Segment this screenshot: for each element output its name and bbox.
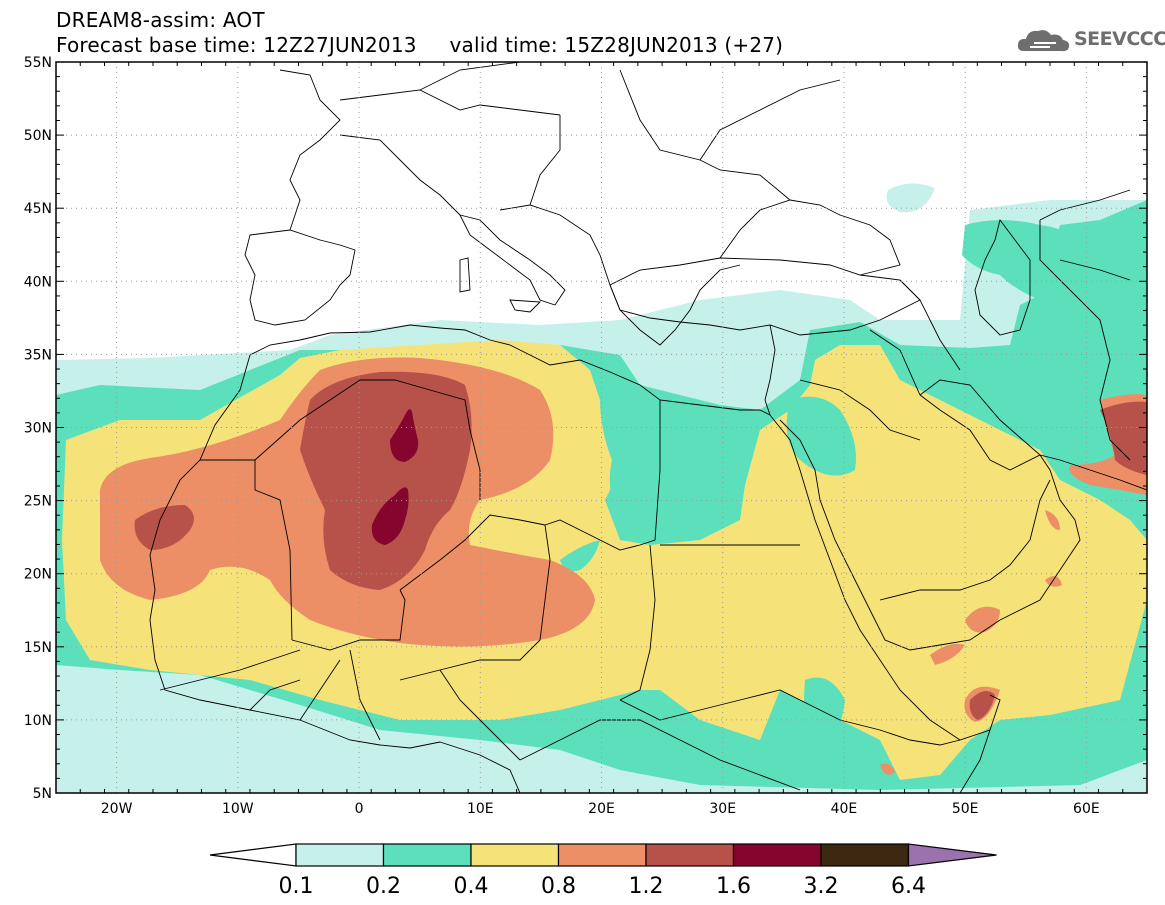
- border-saudi-yemen: [879, 539, 1031, 601]
- aot-band-1.6-south: [371, 487, 409, 545]
- coast-persian-gulf: [919, 379, 1147, 491]
- seevccc-logo: SEEVCCC: [1016, 25, 1165, 55]
- border-mali-algeria: [254, 379, 481, 500]
- border-niger-chad: [399, 524, 551, 681]
- aot-patch-1.2-somalia: [969, 691, 995, 720]
- aot-band-1.6-north: [390, 409, 419, 462]
- map-title: DREAM8-assim: AOT: [56, 8, 265, 32]
- coast-iberia: [244, 229, 356, 326]
- coast-sicily: [509, 299, 542, 313]
- lat-label: 40N: [24, 274, 52, 290]
- lon-label: 0: [355, 801, 364, 817]
- lon-label: 20E: [588, 801, 615, 817]
- coast-north-africa: [249, 324, 771, 416]
- map-plot-area: [56, 62, 1147, 793]
- axis-ticks: [55, 61, 1148, 794]
- lon-label: 30E: [709, 801, 736, 817]
- aot-patch-1.2-west-sahara: [134, 505, 194, 550]
- border-europe-east: [529, 69, 841, 206]
- lon-label: 10E: [467, 801, 494, 817]
- border-central-asia: [1039, 189, 1131, 281]
- aot-patch-0.8-yemen: [930, 576, 1062, 722]
- aot-patch-0.2-sudan: [560, 540, 600, 572]
- logo-text: SEEVCCC: [1074, 28, 1165, 50]
- border-sudan-chad: [619, 544, 656, 701]
- aot-patch-0.8-tanzania: [880, 763, 895, 775]
- lat-label: 50N: [24, 128, 52, 144]
- lon-label: 10W: [222, 801, 254, 817]
- coast-east-africa: [959, 729, 991, 793]
- coast-west-africa: [149, 354, 441, 749]
- coast-red-sea-east: [779, 394, 1081, 651]
- lat-label: 55N: [24, 55, 52, 71]
- lon-label: 20W: [101, 801, 133, 817]
- longitude-labels: 20W 10W 0 10E 20E 30E 40E 50E 60E: [101, 801, 1100, 817]
- coast-france-uk: [279, 69, 461, 231]
- latitude-labels: 55N 50N 45N 40N 35N 30N 25N 20N 15N 10N 5N: [24, 55, 52, 802]
- coast-caspian: [974, 218, 1031, 336]
- coast-sardinia: [459, 257, 471, 293]
- coast-italy: [459, 214, 566, 306]
- aot-patch-0.2-ethiopia: [804, 677, 845, 755]
- lon-label: 40E: [831, 801, 858, 817]
- border-oman: [1029, 479, 1051, 541]
- lat-label: 10N: [24, 713, 52, 729]
- border-iran-east: [1059, 279, 1131, 461]
- border-saudi-north: [799, 379, 921, 441]
- forecast-times: Forecast base time: 12Z27JUN2013 valid t…: [56, 33, 784, 57]
- coast-red-sea-west: [769, 414, 1001, 741]
- coast-black-sea: [719, 199, 901, 276]
- aot-patch-0.2-central-asia: [962, 220, 1147, 335]
- aot-patch-0.2-gulf: [970, 359, 1056, 443]
- aot-band-1.2: [300, 371, 472, 590]
- border-nigeria-cameroon: [349, 649, 521, 761]
- border-central-africa: [519, 719, 801, 791]
- lat-label: 25N: [24, 494, 52, 510]
- coast-balkans: [499, 204, 741, 346]
- border-mauritania: [200, 459, 293, 641]
- lon-label: 60E: [1073, 801, 1100, 817]
- map-grid: [56, 62, 1147, 793]
- aot-patch-1.2-iran: [1100, 401, 1147, 475]
- lat-label: 45N: [24, 201, 52, 217]
- border-algeria-niger: [399, 514, 546, 591]
- coastlines-and-borders: [149, 62, 1147, 793]
- aot-shading: [56, 183, 1147, 793]
- border-ethiopia: [799, 699, 961, 746]
- aot-patch-0.1-caspian: [886, 183, 935, 213]
- coast-gulf-of-guinea: [439, 741, 521, 793]
- coast-levant: [764, 324, 776, 416]
- cloud-icon: [1017, 30, 1070, 52]
- aot-patch-0.2-arabia-north: [786, 396, 856, 476]
- lat-label: 20N: [24, 567, 52, 583]
- border-iraq-iran: [869, 279, 961, 396]
- lat-label: 15N: [24, 640, 52, 656]
- lat-label: 35N: [24, 347, 52, 363]
- lon-label: 50E: [952, 801, 979, 817]
- lat-label: 30N: [24, 421, 52, 437]
- border-libya-egypt: [544, 400, 661, 551]
- border-west-africa-inner: [159, 649, 341, 721]
- border-mali-south: [291, 589, 406, 651]
- border-south-sudan: [619, 689, 801, 721]
- aot-patch-0.8-oman: [1045, 510, 1060, 530]
- lat-label: 5N: [33, 786, 52, 802]
